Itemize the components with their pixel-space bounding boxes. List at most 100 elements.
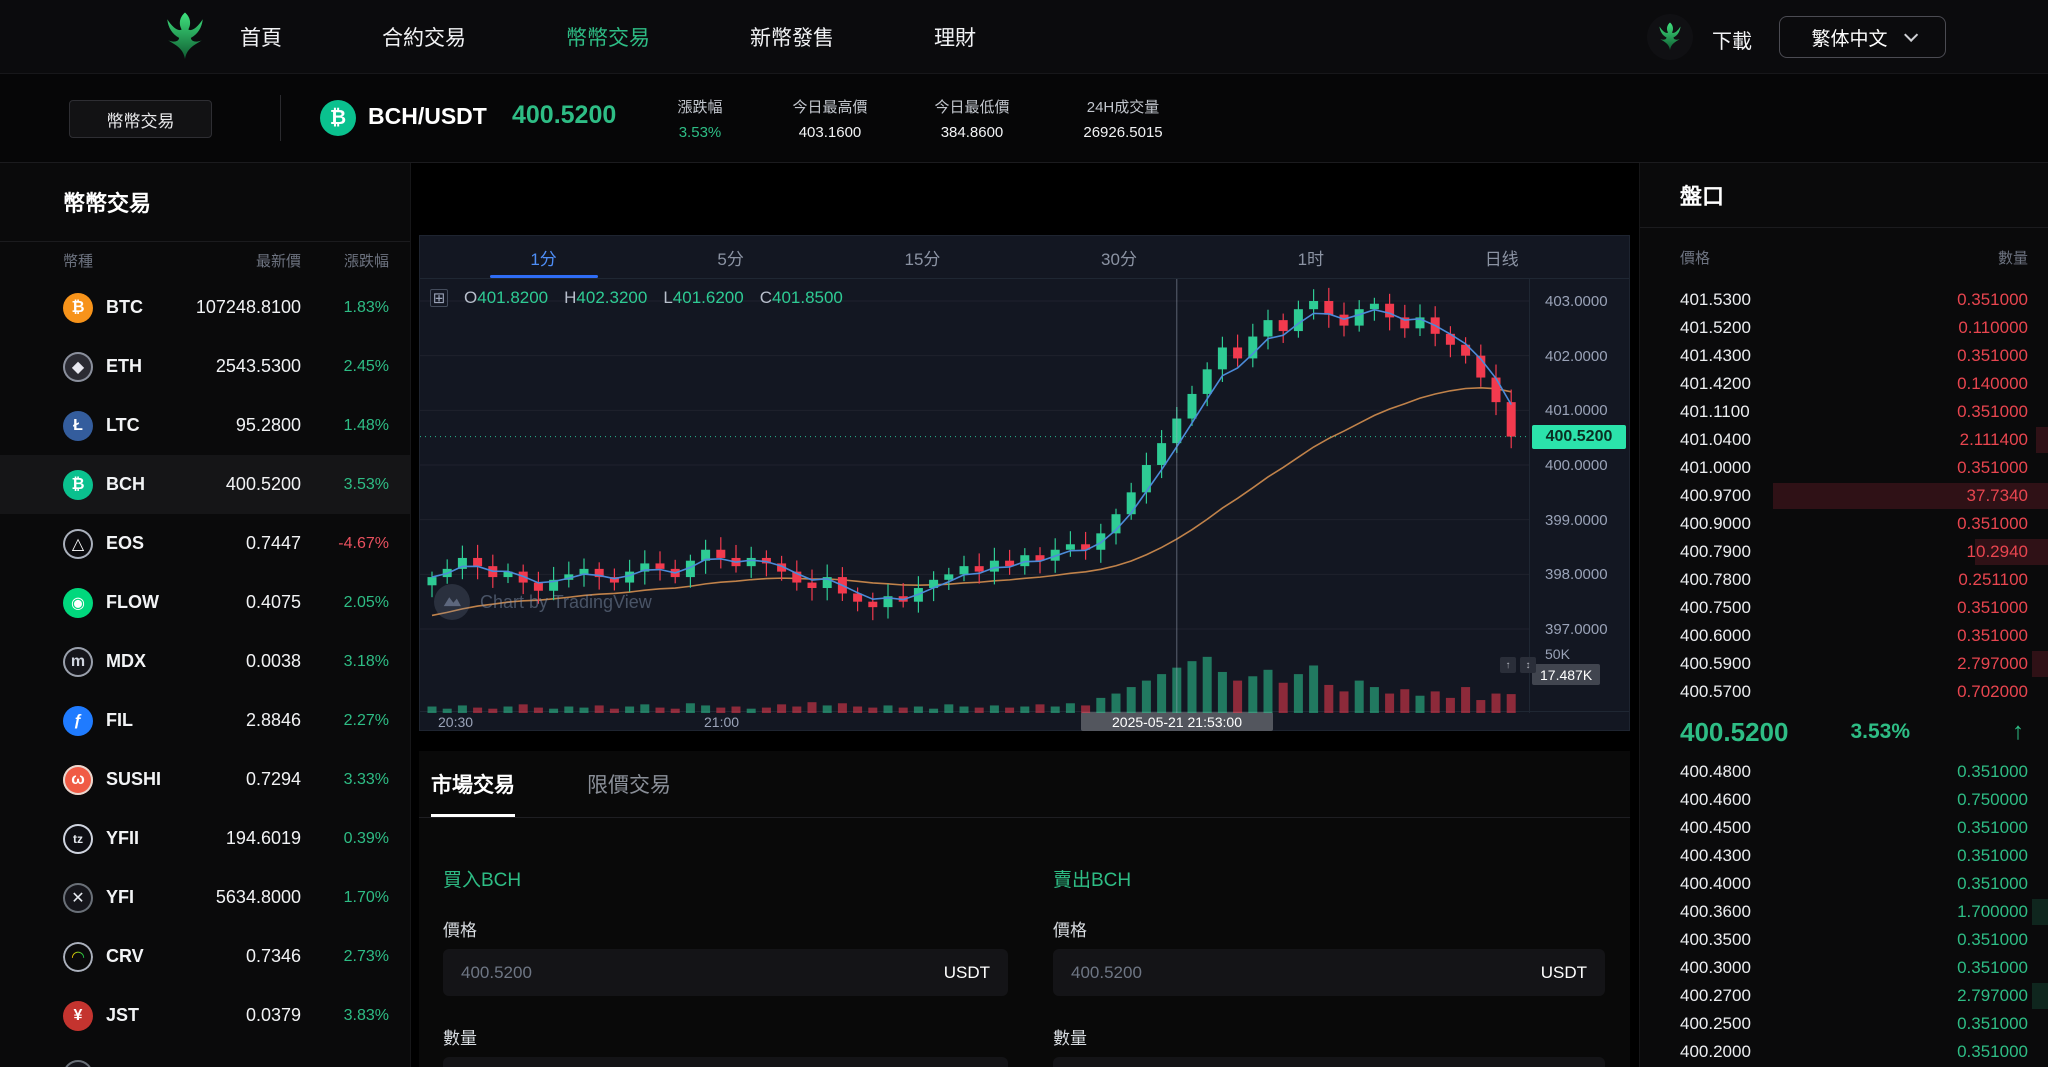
brand-phoenix-logo[interactable] xyxy=(158,10,212,64)
bid-row[interactable]: 400.2000 0.351000 xyxy=(1640,1038,2048,1066)
bid-row[interactable]: 400.4300 0.351000 xyxy=(1640,842,2048,870)
bid-row[interactable]: 400.4000 0.351000 xyxy=(1640,870,2048,898)
legend-o: O401.8200 xyxy=(464,288,548,308)
coin-price: 107248.8100 xyxy=(195,297,301,317)
ask-row[interactable]: 400.7500 0.351000 xyxy=(1640,594,2048,622)
timeframe-tab-15分[interactable]: 15分 xyxy=(904,249,941,269)
language-selector[interactable]: 繁体中文 xyxy=(1779,16,1946,58)
sell-amount-field[interactable]: BCH xyxy=(1053,1057,1605,1067)
coin-row-BTC[interactable]: ₿ BTC 107248.8100 1.83% xyxy=(0,278,410,337)
timeframe-tab-日线[interactable]: 日线 xyxy=(1484,249,1519,269)
nav-item-首頁[interactable]: 首頁 xyxy=(240,27,282,50)
ob-price: 400.3600 xyxy=(1680,902,1751,921)
ob-price: 400.2500 xyxy=(1680,1014,1751,1033)
coin-row-YFII[interactable]: tz YFII 194.6019 0.39% xyxy=(0,809,410,868)
coin-change: 1.35% xyxy=(301,1066,389,1067)
ask-row[interactable]: 401.5200 0.110000 xyxy=(1640,314,2048,342)
coin-row-BCH[interactable]: ₿ BCH 400.5200 3.53% xyxy=(0,455,410,514)
ob-qty: 0.351000 xyxy=(1957,818,2028,837)
ask-row[interactable]: 401.5300 0.351000 xyxy=(1640,286,2048,314)
timeframe-tab-5分[interactable]: 5分 xyxy=(717,249,744,269)
ask-row[interactable]: 400.5700 0.702000 xyxy=(1640,678,2048,706)
legend-key: L xyxy=(663,288,673,307)
nav-item-理財[interactable]: 理財 xyxy=(934,27,976,50)
coin-row-KSM[interactable]: K KSM 43.50701.35% xyxy=(0,1045,410,1067)
nav-item-幣幣交易[interactable]: 幣幣交易 xyxy=(566,27,650,50)
ob-price: 400.2000 xyxy=(1680,1042,1751,1061)
watermark-text: Chart by TradingView xyxy=(480,591,652,612)
stat-value: 384.8600 xyxy=(940,124,1004,141)
nav-item-新幣發售[interactable]: 新幣發售 xyxy=(750,27,834,50)
timeframe-tab-30分[interactable]: 30分 xyxy=(1101,249,1137,269)
coin-row-EOS[interactable]: △ EOS 0.7447 -4.67% xyxy=(0,514,410,573)
sushi-icon: ω xyxy=(63,764,93,795)
coin-price: 400.5200 xyxy=(225,474,301,494)
coin-price: 0.4075 xyxy=(245,592,301,612)
coin-row-ETH[interactable]: ◆ ETH 2543.5300 2.45% xyxy=(0,337,410,396)
ask-row[interactable]: 401.4200 0.140000 xyxy=(1640,370,2048,398)
timeframe-tab-1时[interactable]: 1时 xyxy=(1297,249,1325,269)
bid-row[interactable]: 400.4500 0.351000 xyxy=(1640,814,2048,842)
bid-row[interactable]: 400.2700 2.797000 xyxy=(1640,982,2048,1010)
ask-row[interactable]: 400.6000 0.351000 xyxy=(1640,622,2048,650)
coin-change: 1.70% xyxy=(343,888,389,906)
coin-row-FIL[interactable]: ƒ FIL 2.8846 2.27% xyxy=(0,691,410,750)
sell-price-input[interactable] xyxy=(1071,962,1529,983)
bid-row[interactable]: 400.2500 0.351000 xyxy=(1640,1010,2048,1038)
buy-price-field[interactable]: USDT xyxy=(443,949,1008,996)
depth-bar xyxy=(1772,483,2048,509)
price-axis-tick: 403.0000 xyxy=(1545,293,1608,310)
candlestick-chart[interactable] xyxy=(420,279,1631,713)
ask-row[interactable]: 400.9700 37.7340 xyxy=(1640,482,2048,510)
bid-row[interactable]: 400.4600 0.750000 xyxy=(1640,786,2048,814)
coin-row-MDX[interactable]: m MDX 0.0038 3.18% xyxy=(0,632,410,691)
bid-row[interactable]: 400.3000 0.351000 xyxy=(1640,954,2048,982)
ask-row[interactable]: 400.7800 0.251100 xyxy=(1640,566,2048,594)
nav-item-合約交易[interactable]: 合約交易 xyxy=(382,27,466,50)
eos-icon: △ xyxy=(63,528,93,559)
timeframe-tab-1分[interactable]: 1分 xyxy=(489,236,598,278)
coin-row-CRV[interactable]: ◠ CRV 0.7346 2.73% xyxy=(0,927,410,986)
sell-price-field[interactable]: USDT xyxy=(1053,949,1605,996)
ob-qty: 2.111400 xyxy=(1959,430,2028,449)
ask-row[interactable]: 401.0400 2.111400 xyxy=(1640,426,2048,454)
download-link[interactable]: 下載 xyxy=(1712,31,1752,53)
coin-list-panel: 幣幣交易 幣種 最新價 漲跌幅 ₿ BTC 107248.8100 1.83% ◆ ETH… xyxy=(0,163,411,1067)
coin-symbol: KSM xyxy=(106,1064,146,1067)
ask-row[interactable]: 400.5900 2.797000 xyxy=(1640,650,2048,678)
coin-price: 0.0038 xyxy=(245,651,301,671)
ask-row[interactable]: 400.9000 0.351000 xyxy=(1640,510,2048,538)
trade-tab-限價交易[interactable]: 限價交易 xyxy=(587,774,671,797)
coin-list-header: 幣種 最新價 漲跌幅 xyxy=(0,242,410,278)
ask-row[interactable]: 401.0000 0.351000 xyxy=(1640,454,2048,482)
ask-row[interactable]: 401.1100 0.351000 xyxy=(1640,398,2048,426)
ask-row[interactable]: 400.7900 10.2940 xyxy=(1640,538,2048,566)
coin-change: 3.18% xyxy=(343,652,389,670)
trade-tab-市場交易[interactable]: 市場交易 xyxy=(431,751,515,817)
scale-up-button[interactable]: ↑ xyxy=(1500,657,1516,673)
market-type-button[interactable]: 幣幣交易 xyxy=(69,100,212,138)
coin-symbol: JST xyxy=(106,1005,140,1025)
coin-row-LTC[interactable]: Ł LTC 95.2800 1.48% xyxy=(0,396,410,455)
buy-price-input[interactable] xyxy=(461,962,932,983)
coin-row-SUSHI[interactable]: ω SUSHI 0.7294 3.33% xyxy=(0,750,410,809)
stat-value: 3.53% xyxy=(678,124,722,141)
add-indicator-icon[interactable]: ⊞ xyxy=(430,289,448,307)
scale-reset-button[interactable]: ↕ xyxy=(1520,657,1536,673)
coin-row-JST[interactable]: ¥ JST 0.0379 3.83% xyxy=(0,986,410,1045)
app-logo-badge[interactable] xyxy=(1647,14,1693,60)
last-price-tag: 400.5200 xyxy=(1532,425,1626,449)
bid-row[interactable]: 400.4800 0.351000 xyxy=(1640,758,2048,786)
coin-row-YFI[interactable]: ✕ YFI 5634.8000 1.70% xyxy=(0,868,410,927)
ask-row[interactable]: 401.4300 0.351000 xyxy=(1640,342,2048,370)
coin-symbol: EOS xyxy=(106,533,145,553)
coin-row-FLOW[interactable]: ◉ FLOW 0.4075 2.05% xyxy=(0,573,410,632)
buy-price-unit: USDT xyxy=(943,962,990,982)
time-axis[interactable]: 20:30 21:00 2025-05-21 21:53:00 xyxy=(420,711,1629,731)
coin-price: 0.7346 xyxy=(245,946,301,966)
bid-row[interactable]: 400.3500 0.351000 xyxy=(1640,926,2048,954)
ob-qty: 0.351000 xyxy=(1957,1014,2028,1033)
bid-row[interactable]: 400.3600 1.700000 xyxy=(1640,898,2048,926)
orderbook-title: 盤口 xyxy=(1640,163,2048,228)
buy-amount-field[interactable]: USDT xyxy=(443,1057,1008,1067)
